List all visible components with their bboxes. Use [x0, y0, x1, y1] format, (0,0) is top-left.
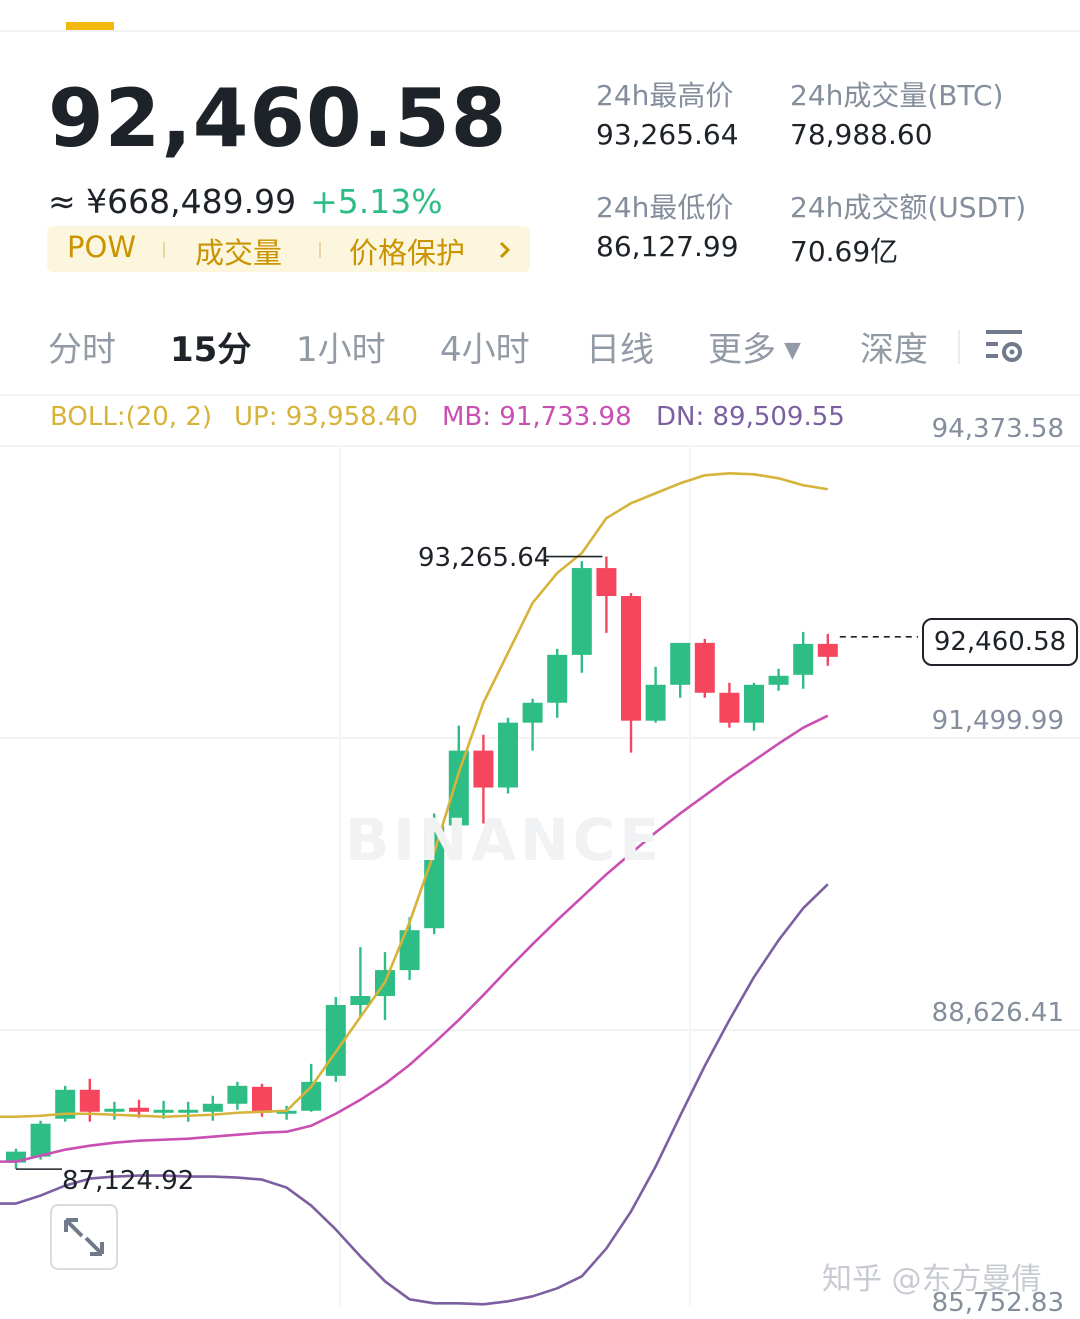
chevron-right-icon[interactable] [497, 240, 513, 260]
candle-body [473, 750, 494, 788]
high-value: 93,265.64 [596, 118, 739, 151]
tag-pow[interactable]: POW [67, 230, 136, 264]
axis-label-3: 88,626.41 [931, 998, 1064, 1028]
tab-depth[interactable]: 深度 [860, 330, 928, 370]
candle-body [744, 684, 764, 723]
candle-body [30, 1123, 51, 1157]
axis-label-1: 94,373.58 [931, 414, 1064, 444]
expand-icon [64, 1218, 104, 1256]
high-label: 24h最高价 [596, 79, 734, 112]
tag-separator [319, 242, 321, 258]
cny-price: ≈ ¥668,489.99 [48, 182, 297, 221]
candle-body [448, 750, 469, 826]
boll-mb: MB: 91,733.98 [442, 402, 632, 432]
tab-15m[interactable]: 15分 [170, 330, 252, 370]
tabs-divider [0, 394, 1080, 396]
tab-divider [958, 330, 960, 364]
tab-more-label: 更多 [708, 330, 776, 370]
tab-daily[interactable]: 日线 [586, 330, 654, 370]
candle-body [719, 692, 740, 723]
chart-settings-icon[interactable] [984, 326, 1026, 368]
candle-body [621, 595, 641, 721]
candle-body [276, 1110, 297, 1114]
binance-watermark: BINANCE [345, 806, 663, 874]
candle-body [768, 675, 789, 685]
candle-body [55, 1089, 76, 1119]
source-credit: 知乎 @东方曼倩 [822, 1262, 1042, 1297]
boll-dn: DN: 89,509.55 [656, 402, 845, 432]
candle-body [301, 1081, 322, 1111]
candle-body [79, 1089, 100, 1112]
tab-more[interactable]: 更多 ▼ [708, 322, 801, 371]
candle-body [350, 996, 371, 1006]
high-marker-label: 93,265.64 [418, 543, 551, 573]
candle-body [202, 1103, 223, 1112]
current-price-tag[interactable]: 92,460.58 [922, 618, 1078, 666]
fullscreen-button[interactable] [50, 1204, 118, 1270]
candle-body [178, 1109, 199, 1113]
low-label: 24h最低价 [596, 191, 734, 224]
boll-up-line [0, 471, 829, 1119]
candle-body [6, 1151, 26, 1163]
boll-up: UP: 93,958.40 [234, 402, 419, 432]
candle-body [694, 642, 715, 693]
candle-body [498, 722, 518, 788]
candle-body [547, 654, 568, 703]
candle-body [104, 1108, 125, 1112]
tag-separator [163, 242, 165, 258]
candle-body [645, 684, 666, 721]
axis-label-4: 85,752.83 [931, 1288, 1064, 1318]
vol-btc-value: 78,988.60 [790, 118, 933, 151]
tag-bar[interactable]: POW 成交量 价格保护 [47, 226, 530, 272]
candle-body [817, 643, 838, 657]
boll-dn-line [0, 883, 829, 1306]
tab-4h[interactable]: 4小时 [440, 330, 530, 370]
last-price: 92,460.58 [48, 72, 508, 165]
low-value: 86,127.99 [596, 230, 739, 263]
boll-mb-line [0, 714, 829, 1163]
candlestick-chart[interactable] [0, 440, 1080, 1319]
tab-timeline[interactable]: 分时 [48, 330, 116, 370]
top-divider [0, 30, 1080, 32]
candle-body [424, 826, 445, 929]
candle-body [227, 1085, 248, 1104]
top-tab-indicator [66, 22, 114, 30]
vol-usdt-value: 70.69亿 [790, 235, 899, 268]
candle-body [129, 1107, 149, 1112]
candle-body [399, 930, 420, 971]
candle-body [596, 568, 617, 596]
axis-label-2: 91,499.99 [931, 706, 1064, 736]
tag-price-protection[interactable]: 价格保护 [349, 236, 466, 270]
candle-body [670, 642, 691, 685]
tab-1h[interactable]: 1小时 [296, 330, 386, 370]
candle-body [153, 1109, 174, 1113]
price-row: ≈ ¥668,489.99 +5.13% [48, 182, 443, 221]
caret-down-icon: ▼ [784, 338, 801, 363]
boll-label: BOLL:(20, 2) [50, 402, 213, 432]
candle-body [522, 702, 543, 723]
candle-body [252, 1086, 272, 1113]
candle-body [571, 568, 592, 655]
candle-body [793, 643, 814, 675]
vol-usdt-label: 24h成交额(USDT) [790, 191, 1027, 224]
vol-btc-label: 24h成交量(BTC) [790, 79, 1004, 112]
low-marker-label: 87,124.92 [62, 1166, 195, 1196]
tag-volume[interactable]: 成交量 [195, 236, 283, 270]
change-percent: +5.13% [310, 182, 443, 221]
interval-tabs: 分时 15分 1小时 4小时 日线 更多 ▼ 深度 [0, 322, 1080, 378]
